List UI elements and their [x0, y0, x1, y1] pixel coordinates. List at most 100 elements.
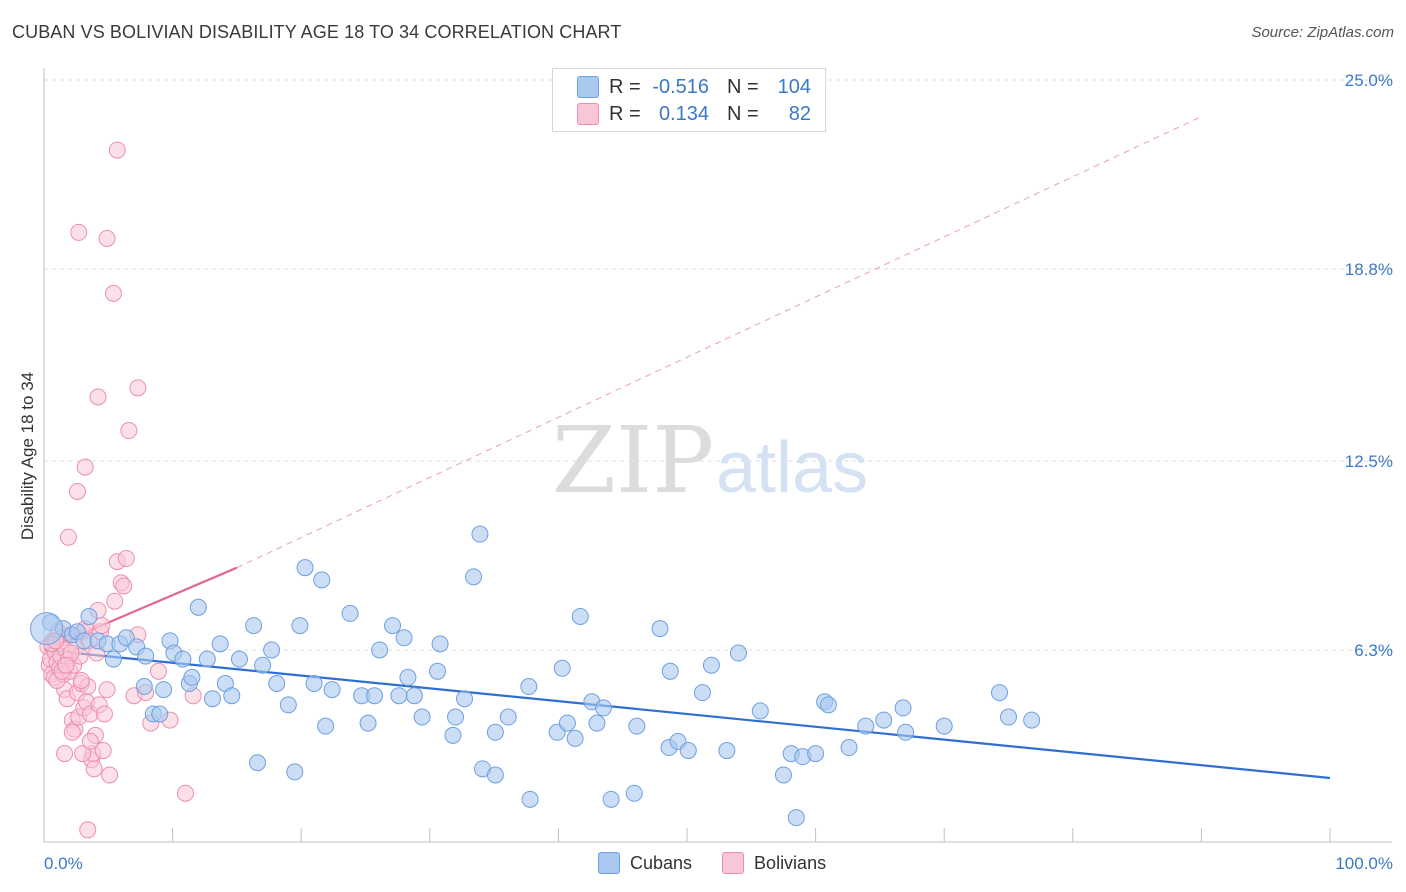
cubans-point [499, 708, 517, 726]
bolivians-point [95, 705, 113, 723]
cubans-point [211, 635, 229, 653]
bolivians-point [63, 723, 81, 741]
cubans-point [313, 571, 331, 589]
cubans-point [566, 729, 584, 747]
y-tick-label: 25.0% [1345, 71, 1393, 90]
bolivians-point [101, 766, 119, 784]
cubans-point [602, 790, 620, 808]
cubans-point [248, 754, 266, 772]
cubans-point [774, 766, 792, 784]
series-legend-cubans[interactable]: Cubans [598, 852, 692, 874]
bolivians-point [89, 388, 107, 406]
cubans-point [558, 714, 576, 732]
cubans-point [444, 726, 462, 744]
cubans-point [897, 723, 915, 741]
bolivians-trend-extension [236, 116, 1202, 569]
bolivians-point [74, 745, 92, 763]
grid [44, 79, 1392, 651]
cubans-point [174, 650, 192, 668]
bolivians-point [115, 577, 133, 595]
cubans-point [151, 705, 169, 723]
cubans-point [230, 650, 248, 668]
cubans-point [661, 662, 679, 680]
cubans-point [279, 696, 297, 714]
cubans-point [486, 723, 504, 741]
cubans-point [137, 647, 155, 665]
cubans-point [625, 784, 643, 802]
cubans-point [135, 678, 153, 696]
cubans-point [571, 607, 589, 625]
cubans-point [198, 650, 216, 668]
bolivians-point [104, 284, 122, 302]
cubans-point [486, 766, 504, 784]
cubans-point [1000, 708, 1017, 726]
cubans-point [693, 684, 711, 702]
cubans-point [341, 604, 359, 622]
cubans-point [254, 656, 272, 674]
legend-n-label: N = [727, 75, 759, 98]
bolivians-point [120, 422, 138, 440]
axes [43, 68, 1392, 843]
legend-r-value: 0.134 [658, 102, 709, 125]
cubans-point [819, 696, 837, 714]
bolivians-point [106, 592, 124, 610]
cubans-point [553, 659, 571, 677]
bolivians-point [57, 656, 75, 674]
bolivians-point [149, 662, 167, 680]
cubans-point [935, 717, 953, 735]
bolivians-point [94, 742, 112, 760]
cubans-point [291, 617, 309, 635]
cubans-point [371, 641, 389, 659]
cubans-point [305, 675, 323, 693]
bolivians-point [59, 528, 77, 546]
bolivians-point [176, 784, 194, 802]
cubans-point [104, 650, 122, 668]
x-ticks [43, 828, 1331, 842]
series-legend: Cubans Bolivians [598, 852, 856, 874]
bolivians-point [70, 223, 88, 241]
y-tick-label: 12.5% [1345, 452, 1393, 471]
scatter-points [30, 141, 1041, 839]
series-legend-bolivians[interactable]: Bolivians [722, 852, 826, 874]
watermark-zip: ZIP [552, 407, 714, 514]
cubans-point [471, 525, 489, 543]
y-tick-label: 18.8% [1345, 260, 1393, 279]
cubans-point [447, 708, 465, 726]
series-label-bolivians: Bolivians [754, 852, 827, 873]
bolivians-point [79, 821, 97, 839]
cubans-point [405, 687, 423, 705]
legend-r-label: R = [609, 75, 641, 98]
bolivians-point [85, 760, 103, 778]
cubans-point [296, 559, 314, 577]
cubans-point [729, 644, 747, 662]
cubans-point [359, 714, 377, 732]
bolivians-point [108, 141, 126, 159]
correlation-legend: R = -0.516 N = 104 R = 0.134 N = 82 [552, 68, 826, 132]
cubans-point [679, 742, 697, 760]
cubans-point [465, 568, 483, 586]
legend-row-cubans: R = -0.516 N = 104 [577, 75, 811, 99]
cubans-point [431, 635, 449, 653]
cubans-point [456, 690, 474, 708]
cubans-point [751, 702, 769, 720]
series-swatch-cubans [598, 852, 620, 874]
cubans-point [1023, 711, 1041, 729]
bolivians-point [68, 482, 86, 500]
legend-row-bolivians: R = 0.134 N = 82 [577, 102, 811, 126]
legend-r-label: R = [609, 102, 641, 125]
cubans-point [183, 668, 201, 686]
legend-swatch-bolivians [577, 103, 599, 125]
cubans-point [189, 598, 207, 616]
cubans-point [840, 739, 858, 757]
cubans-point [75, 632, 93, 650]
bolivians-point [129, 379, 147, 397]
y-axis-label: Disability Age 18 to 34 [18, 372, 37, 540]
bolivians-point [98, 229, 116, 247]
cubans-point [223, 687, 241, 705]
bolivians-point [117, 550, 135, 568]
cubans-point [317, 717, 335, 735]
cubans-point [263, 641, 281, 659]
chart-title: CUBAN VS BOLIVIAN DISABILITY AGE 18 TO 3… [12, 22, 622, 42]
y-tick-labels: 6.3% 12.5% 18.8% 25.0% [1345, 71, 1393, 660]
